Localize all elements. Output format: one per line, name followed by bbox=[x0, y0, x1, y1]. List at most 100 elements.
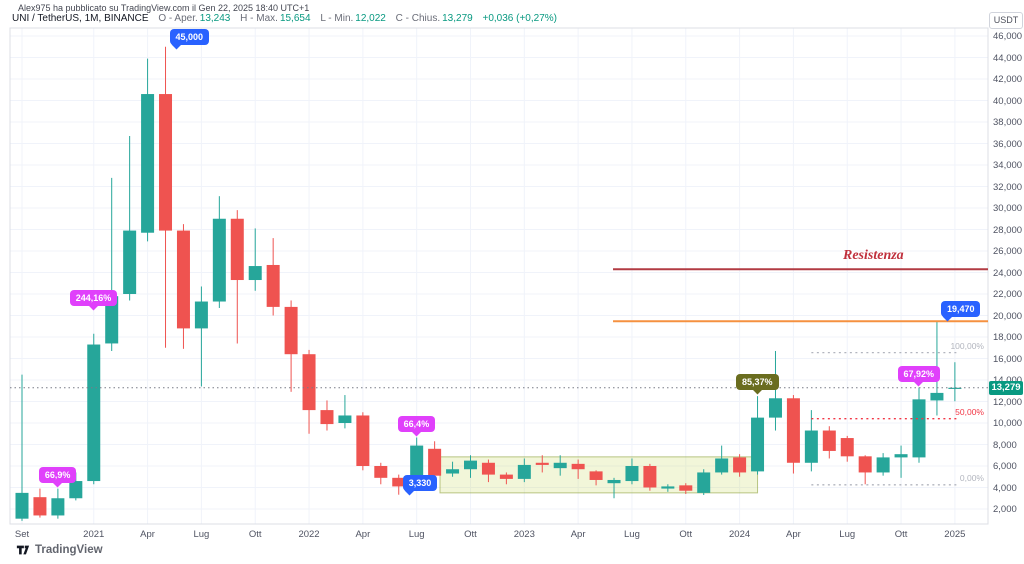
candle-2025-01 bbox=[948, 387, 962, 389]
x-tick-label: Apr bbox=[355, 529, 371, 540]
candle-2021-06 bbox=[176, 230, 190, 329]
x-tick-year-label: 2025 bbox=[944, 529, 966, 540]
candle-2020-10 bbox=[33, 497, 47, 516]
x-tick-label: Apr bbox=[140, 529, 155, 540]
y-tick-label: 18,000 bbox=[993, 332, 1023, 343]
candle-2021-12 bbox=[284, 306, 298, 355]
candle-2022-10 bbox=[464, 460, 477, 470]
x-tick-label: Ott bbox=[248, 529, 262, 540]
candle-2021-11 bbox=[266, 264, 280, 307]
y-tick-label: 24,000 bbox=[993, 267, 1023, 279]
x-tick-label: Set bbox=[14, 529, 30, 540]
candle-2024-10 bbox=[894, 454, 908, 458]
candle-2023-11 bbox=[697, 472, 711, 493]
tradingview-logo[interactable]: TradingView bbox=[16, 543, 103, 557]
candle-2023-12 bbox=[715, 458, 729, 473]
y-tick-label: 40,000 bbox=[993, 95, 1023, 107]
candle-2021-09 bbox=[230, 218, 244, 281]
current-price-badge: 13,279 bbox=[989, 380, 1023, 395]
fib-label: 100,00% bbox=[950, 340, 984, 351]
candle-2023-10 bbox=[679, 485, 693, 491]
candle-2022-04 bbox=[356, 415, 370, 466]
x-tick-year-label: 2021 bbox=[83, 529, 105, 540]
candle-2022-01 bbox=[302, 354, 316, 411]
y-tick-label: 8,000 bbox=[993, 439, 1017, 451]
low-label: L - Min. bbox=[320, 13, 354, 24]
candle-2022-07 bbox=[410, 445, 424, 485]
candle-2022-12 bbox=[499, 474, 513, 479]
candle-2021-08 bbox=[212, 218, 226, 302]
currency-unit-button[interactable]: USDT bbox=[989, 12, 1023, 29]
callout-45000[interactable]: 45,000 bbox=[169, 28, 210, 50]
candle-2023-02 bbox=[535, 462, 549, 465]
close-label: C - Chius. bbox=[395, 13, 441, 24]
tradingview-logo-icon bbox=[16, 545, 30, 555]
high-label: H - Max. bbox=[240, 13, 278, 24]
callout-85-37pct[interactable]: 85,37% bbox=[736, 374, 779, 395]
candle-2022-02 bbox=[320, 410, 334, 425]
candle-2022-09 bbox=[446, 469, 460, 474]
x-tick-label: Lug bbox=[624, 529, 640, 540]
y-tick-label: 20,000 bbox=[993, 310, 1023, 322]
callout-text: 19,470 bbox=[946, 304, 975, 315]
candle-2021-03 bbox=[123, 230, 137, 294]
callout-3330[interactable]: 3,330 bbox=[402, 474, 438, 496]
candle-2024-03 bbox=[768, 398, 782, 418]
x-tick-label: Ott bbox=[679, 529, 693, 540]
y-tick-label: 22,000 bbox=[993, 289, 1023, 300]
x-tick-label: Apr bbox=[570, 529, 586, 540]
y-tick-label: 10,000 bbox=[993, 418, 1023, 429]
low-value: 12,022 bbox=[355, 13, 386, 24]
candle-2023-09 bbox=[661, 486, 675, 489]
y-tick-label: 12,000 bbox=[993, 396, 1023, 408]
symbol-title: UNI / TetherUS, 1M, BINANCE bbox=[12, 13, 149, 24]
candle-2024-09 bbox=[876, 457, 890, 473]
candle-2022-03 bbox=[338, 415, 352, 423]
callout-67-92pct[interactable]: 67,92% bbox=[897, 365, 941, 386]
close-value: 13,279 bbox=[442, 13, 473, 24]
open-label: O - Aper. bbox=[158, 13, 198, 24]
callout-244-16pct[interactable]: 244,16% bbox=[69, 290, 118, 311]
y-tick-label: 2,000 bbox=[993, 504, 1017, 515]
candle-2024-11 bbox=[912, 399, 926, 458]
candle-2023-05 bbox=[589, 471, 603, 480]
callout-text: 45,000 bbox=[175, 31, 204, 42]
tradingview-logo-text: TradingView bbox=[35, 544, 103, 556]
y-tick-label: 34,000 bbox=[993, 160, 1023, 171]
candle-2024-06 bbox=[822, 430, 836, 451]
candle-2021-04 bbox=[141, 94, 155, 233]
fib-label: 50,00% bbox=[955, 406, 984, 417]
callout-text: 66,9% bbox=[44, 469, 71, 480]
publish-attribution: Alex975 ha pubblicato su TradingView.com… bbox=[18, 3, 310, 13]
open-value: 13,243 bbox=[199, 13, 231, 24]
y-tick-label: 26,000 bbox=[993, 246, 1023, 257]
callout-text: 66,4% bbox=[403, 418, 430, 429]
y-tick-label: 14,000 bbox=[993, 375, 1022, 386]
chart-legend: UNI / TetherUS, 1M, BINANCE O - Aper. 13,… bbox=[12, 13, 557, 24]
resistance-label[interactable]: Resistenza bbox=[843, 248, 904, 264]
callout-66-9pct[interactable]: 66,9% bbox=[38, 466, 77, 488]
candle-2024-12 bbox=[930, 392, 944, 401]
candle-2022-06 bbox=[392, 477, 406, 487]
candle-2021-01 bbox=[87, 344, 101, 482]
x-tick-label: Ott bbox=[464, 529, 477, 540]
x-tick-year-label: 2023 bbox=[513, 529, 535, 540]
candle-2023-01 bbox=[517, 464, 531, 479]
candle-2024-07 bbox=[840, 438, 854, 457]
x-tick-year-label: 2024 bbox=[729, 529, 751, 540]
candle-2023-08 bbox=[643, 466, 657, 488]
candle-2023-07 bbox=[625, 466, 639, 482]
callout-66-4pct[interactable]: 66,4% bbox=[397, 415, 436, 436]
y-tick-label: 46,000 bbox=[993, 31, 1023, 42]
candle-2020-09 bbox=[15, 492, 29, 519]
candle-2024-04 bbox=[786, 398, 800, 463]
callout-19470[interactable]: 19,470 bbox=[940, 301, 981, 322]
y-tick-label: 30,000 bbox=[993, 203, 1023, 214]
callout-text: 85,37% bbox=[742, 377, 773, 388]
high-value: 15,654 bbox=[279, 13, 311, 24]
callout-text: 67,92% bbox=[903, 368, 935, 379]
y-tick-label: 42,000 bbox=[993, 74, 1023, 85]
x-tick-label: Lug bbox=[839, 529, 856, 540]
